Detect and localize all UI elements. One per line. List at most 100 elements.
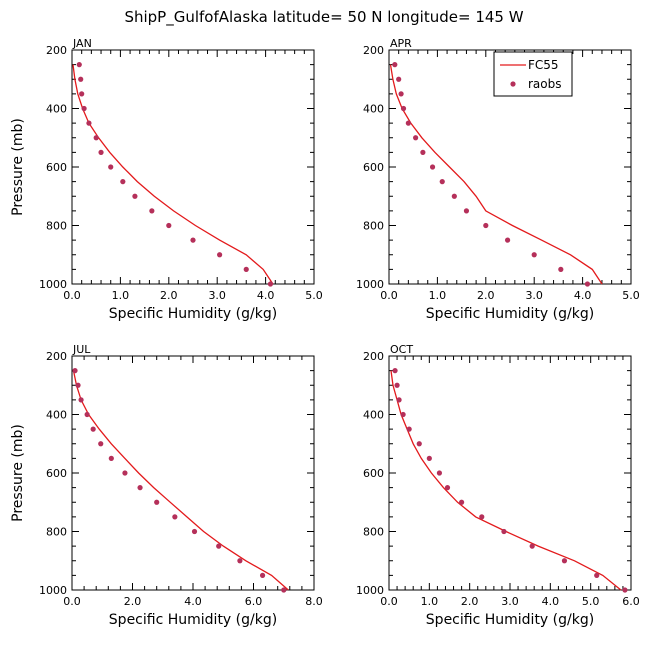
legend-label-fc55: FC55 [528, 58, 559, 72]
series-line-fc55 [72, 64, 274, 285]
raobs-point [243, 266, 249, 272]
raobs-point [191, 528, 198, 535]
x-tick-label: 4.0 [542, 595, 560, 608]
legend-box [493, 51, 573, 97]
legend-label-raobs: raobs [528, 77, 562, 91]
y-tick-label: 200 [46, 44, 67, 57]
legend: FC55 raobs [493, 51, 573, 97]
y-tick-label: 1000 [356, 584, 384, 597]
x-tick-label: 4.0 [574, 289, 592, 302]
y-tick-label: 800 [363, 220, 384, 233]
raobs-point [392, 62, 398, 68]
raobs-point [529, 543, 535, 549]
y-tick-label: 1000 [39, 584, 67, 597]
raobs-point [394, 382, 400, 388]
x-tick-label: 8.0 [305, 595, 323, 608]
y-tick-label: 600 [46, 161, 67, 174]
raobs-point [217, 252, 223, 258]
x-tick-label: 1.0 [112, 289, 130, 302]
x-tick-label: 5.0 [582, 595, 600, 608]
series-line-fc55 [72, 370, 289, 591]
x-axis-label: Specific Humidity (g/kg) [109, 306, 277, 322]
x-tick-label: 0.0 [380, 289, 398, 302]
raobs-point [79, 91, 85, 97]
x-axis-label: Specific Humidity (g/kg) [109, 612, 277, 628]
panels: 0.0 1.0 2.0 3.0 4.0 5.0 200 400 600 800 1000 JAN Spe… [10, 37, 640, 628]
raobs-point [237, 558, 243, 564]
raobs-point [439, 179, 445, 185]
x-tick-label: 6.0 [622, 595, 640, 608]
raobs-point [416, 441, 422, 447]
plot-frame [71, 355, 315, 591]
x-tick-label: 3.0 [501, 595, 519, 608]
y-axis-label: Pressure (mb) [10, 118, 26, 216]
raobs-point [154, 499, 160, 505]
raobs-point [436, 470, 443, 476]
series-line-fc55 [389, 64, 603, 285]
raobs-point [622, 587, 628, 593]
raobs-point [413, 135, 419, 141]
raobs-point [267, 281, 274, 287]
x-tick-label: 2.0 [124, 595, 142, 608]
y-tick-label: 1000 [39, 278, 67, 291]
raobs-point [398, 91, 404, 97]
x-tick-label: 3.0 [208, 289, 226, 302]
panel-apr: 0.0 1.0 2.0 3.0 4.0 5.0 200 400 600 800 1000 APR Spe… [356, 37, 640, 322]
raobs-point [172, 514, 178, 520]
x-tick-label: 2.0 [477, 289, 495, 302]
raobs-point [120, 179, 126, 185]
legend-marker-swatch [510, 81, 516, 87]
y-tick-label: 600 [363, 161, 384, 174]
y-tick-label: 1000 [356, 278, 384, 291]
x-tick-label: 4.0 [184, 595, 202, 608]
raobs-point [396, 76, 402, 82]
raobs-point [558, 266, 564, 272]
raobs-point [108, 164, 114, 170]
x-tick-label: 5.0 [622, 289, 640, 302]
raobs-point [72, 368, 78, 374]
raobs-point [259, 572, 266, 578]
raobs-point [86, 120, 92, 126]
raobs-point [463, 208, 470, 214]
x-tick-label: 2.0 [461, 595, 479, 608]
y-tick-label: 200 [363, 44, 384, 57]
panel-label: OCT [390, 343, 413, 356]
y-tick-label: 600 [363, 467, 384, 480]
x-axis-label: Specific Humidity (g/kg) [426, 612, 594, 628]
y-tick-label: 800 [46, 220, 67, 233]
raobs-point [78, 397, 84, 403]
panel-jul: 0.0 2.0 4.0 6.0 8.0 200 400 600 800 1000 JUL Specif… [10, 343, 323, 628]
raobs-point [392, 368, 398, 374]
raobs-point [84, 411, 90, 418]
raobs-point [78, 76, 84, 82]
raobs-point [483, 222, 489, 229]
y-tick-label: 800 [46, 526, 67, 539]
x-tick-label: 5.0 [305, 289, 323, 302]
raobs-point [166, 222, 172, 229]
raobs-point [429, 164, 436, 170]
panel-oct: 0.0 1.0 2.0 3.0 4.0 5.0 6.0 200 400 600 800 1000 OCT… [356, 343, 640, 628]
raobs-point [81, 105, 87, 112]
plot-frame [388, 355, 632, 591]
y-tick-label: 200 [46, 350, 67, 363]
panel-label: JUL [72, 343, 91, 356]
x-tick-label: 0.0 [63, 595, 81, 608]
raobs-point [149, 208, 155, 214]
raobs-point [396, 397, 402, 403]
raobs-point [400, 411, 406, 418]
raobs-point [561, 558, 568, 564]
x-tick-label: 4.0 [257, 289, 275, 302]
raobs-point [426, 455, 432, 461]
x-tick-label: 6.0 [245, 595, 263, 608]
raobs-point [406, 426, 412, 432]
x-tick-label: 0.0 [380, 595, 398, 608]
raobs-point [531, 252, 537, 258]
raobs-point [98, 149, 104, 155]
raobs-point [137, 485, 143, 491]
panel-label: JAN [72, 37, 92, 50]
raobs-point [122, 470, 128, 476]
x-tick-label: 1.0 [429, 289, 447, 302]
raobs-point [444, 485, 451, 491]
raobs-point [98, 441, 104, 447]
raobs-point [93, 135, 99, 141]
